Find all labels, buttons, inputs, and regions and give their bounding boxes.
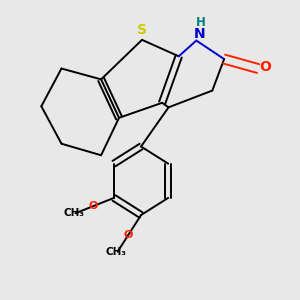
Text: O: O <box>124 230 133 239</box>
Text: S: S <box>137 23 147 37</box>
Text: CH₃: CH₃ <box>106 247 127 257</box>
Text: H: H <box>196 16 206 28</box>
Text: O: O <box>259 60 271 74</box>
Text: N: N <box>194 27 205 40</box>
Text: CH₃: CH₃ <box>63 208 84 218</box>
Text: O: O <box>89 201 98 211</box>
